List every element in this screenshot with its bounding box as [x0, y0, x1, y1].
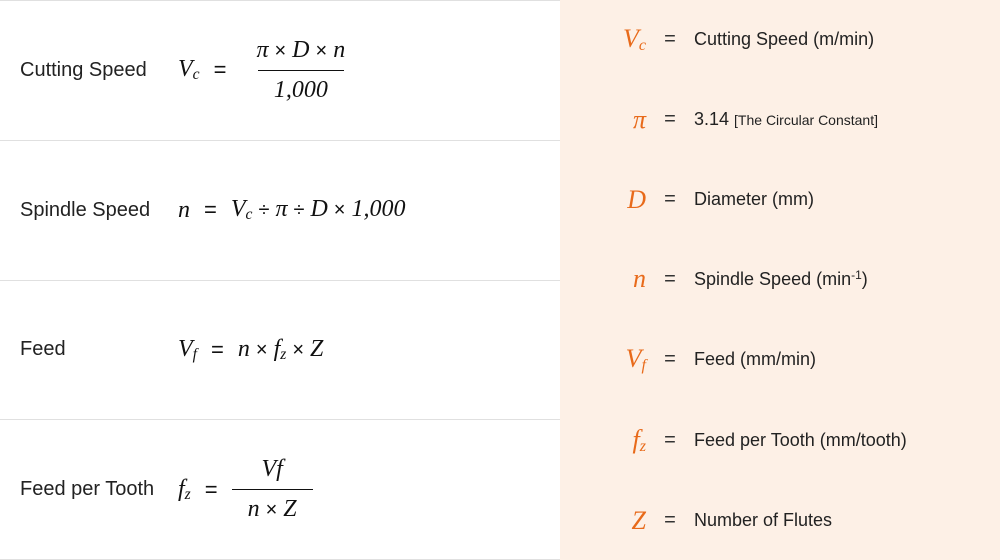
denominator: n × Z: [232, 489, 313, 529]
denominator: 1,000: [258, 70, 344, 110]
legend-description: Feed per Tooth (mm/tooth): [694, 430, 907, 451]
fraction: π × D × n 1,000: [240, 31, 361, 110]
legend-symbol: Z: [590, 506, 646, 536]
fraction: Vf n × Z: [232, 450, 313, 529]
formula-equation: Vf = n × fz × Z: [178, 336, 540, 364]
equals-sign: =: [660, 429, 680, 452]
legend-symbol: n: [590, 264, 646, 294]
equals-sign: =: [660, 108, 680, 131]
legend-symbol: fz: [590, 425, 646, 456]
formula-lhs: fz: [178, 476, 191, 504]
legend-symbol: π: [590, 105, 646, 135]
formula-row: Feed per Tooth fz = Vf n × Z: [0, 419, 560, 560]
legend-row: π = 3.14 [The Circular Constant]: [590, 105, 980, 135]
formula-rhs: n × fz × Z: [238, 336, 323, 364]
formula-rhs: Vc ÷ π ÷ D × 1,000: [231, 196, 406, 224]
legend-row: n = Spindle Speed (min-1): [590, 264, 980, 294]
legend-description: Spindle Speed (min-1): [694, 268, 868, 290]
legend-row: Vf = Feed (mm/min): [590, 344, 980, 375]
legend-symbol: Vf: [590, 344, 646, 375]
equals-sign: =: [660, 268, 680, 291]
formula-lhs: Vc: [178, 56, 200, 84]
legend-description: Feed (mm/min): [694, 349, 816, 370]
formula-label: Feed per Tooth: [20, 478, 178, 501]
legend-description: Number of Flutes: [694, 510, 832, 531]
numerator: Vf: [245, 450, 298, 489]
formula-label: Feed: [20, 338, 178, 361]
legend-symbol: Vc: [590, 24, 646, 55]
formula-label: Spindle Speed: [20, 199, 178, 222]
legend-row: Vc = Cutting Speed (m/min): [590, 24, 980, 55]
formula-row: Cutting Speed Vc = π × D × n 1,000: [0, 0, 560, 140]
formula-equation: Vc = π × D × n 1,000: [178, 31, 540, 110]
formula-equation: fz = Vf n × Z: [178, 450, 540, 529]
equals-sign: =: [201, 477, 222, 503]
equals-sign: =: [660, 28, 680, 51]
equals-sign: =: [660, 348, 680, 371]
numerator: π × D × n: [240, 31, 361, 70]
equals-sign: =: [660, 188, 680, 211]
legend-symbol: D: [590, 185, 646, 215]
formula-row: Feed Vf = n × fz × Z: [0, 280, 560, 420]
legend-description: 3.14 [The Circular Constant]: [694, 109, 878, 130]
legend-panel: Vc = Cutting Speed (m/min) π = 3.14 [The…: [560, 0, 1000, 560]
formula-lhs: Vf: [178, 336, 197, 364]
equals-sign: =: [660, 509, 680, 532]
legend-row: Z = Number of Flutes: [590, 506, 980, 536]
formula-row: Spindle Speed n = Vc ÷ π ÷ D × 1,000: [0, 140, 560, 280]
legend-description: Cutting Speed (m/min): [694, 29, 874, 50]
equals-sign: =: [207, 337, 228, 363]
equals-sign: =: [210, 57, 231, 83]
legend-row: D = Diameter (mm): [590, 185, 980, 215]
legend-row: fz = Feed per Tooth (mm/tooth): [590, 425, 980, 456]
formula-equation: n = Vc ÷ π ÷ D × 1,000: [178, 196, 540, 224]
equals-sign: =: [200, 197, 221, 223]
formula-label: Cutting Speed: [20, 59, 178, 82]
formula-lhs: n: [178, 197, 190, 224]
formula-panel: Cutting Speed Vc = π × D × n 1,000 Spind…: [0, 0, 560, 560]
legend-description: Diameter (mm): [694, 189, 814, 210]
